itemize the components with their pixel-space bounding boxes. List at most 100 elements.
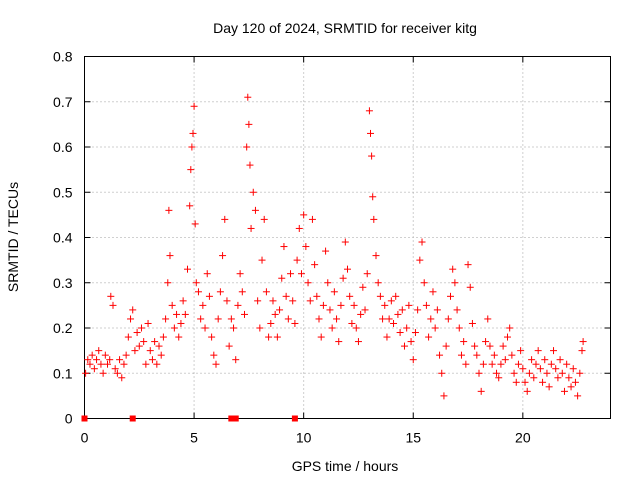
zero-value-marker <box>129 415 136 422</box>
data-point <box>297 270 305 278</box>
data-point <box>175 333 183 341</box>
data-point <box>113 369 121 377</box>
data-point <box>276 306 284 314</box>
data-point <box>560 387 568 395</box>
data-point <box>418 238 426 246</box>
data-point <box>475 369 483 377</box>
data-point <box>148 356 156 364</box>
data-point <box>558 369 566 377</box>
data-point <box>569 365 577 373</box>
data-point <box>300 211 308 219</box>
data-point <box>236 270 244 278</box>
data-point <box>326 306 334 314</box>
data-point <box>262 288 270 296</box>
y-tick-label: 0.3 <box>53 275 73 291</box>
data-point <box>116 356 124 364</box>
x-axis-label: GPS time / hours <box>292 458 399 474</box>
data-point <box>508 351 516 359</box>
data-point <box>243 143 251 151</box>
data-point <box>137 324 145 332</box>
data-point <box>525 369 533 377</box>
data-point <box>267 319 275 327</box>
data-point <box>260 215 268 223</box>
data-point <box>438 369 446 377</box>
data-point <box>133 329 141 337</box>
data-point <box>427 315 435 323</box>
data-point <box>104 360 112 368</box>
data-point <box>453 306 461 314</box>
data-point <box>444 315 452 323</box>
data-point <box>179 297 187 305</box>
data-point <box>240 310 248 318</box>
data-point <box>369 193 377 201</box>
data-point <box>372 252 380 260</box>
data-point <box>95 347 103 355</box>
data-point <box>244 93 252 101</box>
data-point <box>521 378 529 386</box>
data-point <box>184 265 192 273</box>
data-point <box>376 292 384 300</box>
data-point <box>363 270 371 278</box>
data-point <box>153 360 161 368</box>
data-point <box>416 256 424 264</box>
y-tick-label: 0.4 <box>53 230 73 246</box>
data-point <box>536 365 544 373</box>
data-point <box>532 360 540 368</box>
data-point <box>497 360 505 368</box>
data-point <box>354 338 362 346</box>
data-point <box>188 143 196 151</box>
data-point <box>534 347 542 355</box>
data-point <box>493 369 501 377</box>
data-point <box>514 360 522 368</box>
data-point <box>313 292 321 300</box>
data-point <box>352 324 360 332</box>
data-point <box>140 338 148 346</box>
data-point <box>191 220 199 228</box>
data-point <box>543 369 551 377</box>
data-point <box>565 374 573 382</box>
plot-frame <box>84 56 611 419</box>
data-point <box>530 374 538 382</box>
data-point <box>278 274 286 282</box>
data-point <box>82 369 90 377</box>
data-point <box>563 360 571 368</box>
x-tick-label: 0 <box>81 430 89 446</box>
data-point <box>109 301 117 309</box>
data-point <box>201 324 209 332</box>
data-point <box>383 333 391 341</box>
data-point <box>330 288 338 296</box>
data-point <box>186 202 194 210</box>
y-tick-label: 0.8 <box>53 49 73 65</box>
data-point <box>127 315 135 323</box>
data-point <box>324 279 332 287</box>
data-point <box>293 256 301 264</box>
data-point <box>245 120 253 128</box>
data-point <box>246 161 254 169</box>
data-point <box>466 283 474 291</box>
data-point <box>385 315 393 323</box>
data-point <box>304 279 312 287</box>
data-point <box>203 270 211 278</box>
data-point <box>374 279 382 287</box>
data-point <box>333 315 341 323</box>
data-point <box>506 324 514 332</box>
data-point <box>197 315 205 323</box>
data-point <box>234 301 242 309</box>
data-point <box>221 215 229 223</box>
data-point <box>567 383 575 391</box>
data-point <box>335 338 343 346</box>
data-point <box>165 206 173 214</box>
data-point <box>129 306 137 314</box>
data-point <box>168 301 176 309</box>
data-point <box>173 310 181 318</box>
data-point <box>170 324 178 332</box>
data-point <box>247 224 255 232</box>
data-point <box>219 252 227 260</box>
data-point <box>93 356 101 364</box>
data-point <box>407 338 415 346</box>
data-point <box>574 392 582 400</box>
data-point <box>308 215 316 223</box>
data-point <box>306 297 314 305</box>
data-point <box>166 252 174 260</box>
y-axis-label: SRMTID / TECUs <box>5 182 21 292</box>
